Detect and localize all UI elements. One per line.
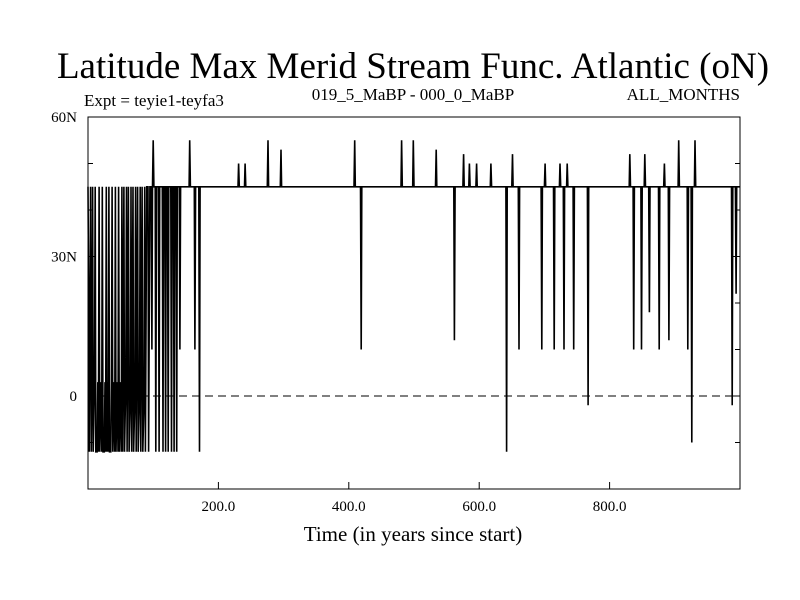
y-tick-label: 60N	[51, 110, 77, 126]
chart-subtitle-right: ALL_MONTHS	[627, 85, 740, 104]
x-axis-label: Time (in years since start)	[304, 522, 523, 546]
x-tick-label: 600.0	[462, 499, 496, 515]
y-tick-label: 0	[70, 389, 78, 405]
y-tick-label: 30N	[51, 250, 77, 266]
x-tick-label: 800.0	[593, 499, 627, 515]
x-axis: 200.0 400.0 600.0 800.0	[202, 482, 627, 515]
chart-subtitle-left: Expt = teyie1-teyfa3	[84, 91, 224, 110]
x-tick-label: 400.0	[332, 499, 366, 515]
x-tick-label: 200.0	[202, 499, 236, 515]
series-line	[87, 140, 740, 453]
chart-subtitle-center: 019_5_MaBP - 000_0_MaBP	[312, 85, 514, 104]
y-axis: 0 30N 60N	[51, 110, 740, 443]
chart-title: Latitude Max Merid Stream Func. Atlantic…	[57, 46, 769, 87]
